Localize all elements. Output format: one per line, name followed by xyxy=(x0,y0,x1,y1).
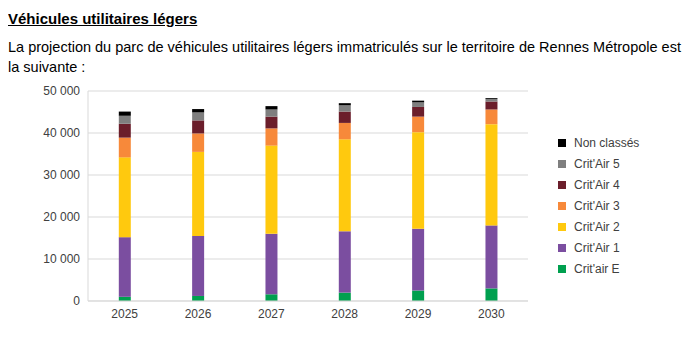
html-text:Crit'Air 5: Crit'Air 5 xyxy=(574,157,620,171)
svg-text:2028: 2028 xyxy=(331,307,358,321)
svg-text:2029: 2029 xyxy=(405,307,432,321)
html-text:Crit'air E: Crit'air E xyxy=(574,262,620,276)
svg-text:0: 0 xyxy=(73,294,80,308)
html-text:Crit'Air 2: Crit'Air 2 xyxy=(574,220,620,234)
html-text:Véhicules utilitaires légers: Véhicules utilitaires légers xyxy=(8,10,198,27)
svg-text:20 000: 20 000 xyxy=(43,210,80,224)
html-text:Crit'Air 1: Crit'Air 1 xyxy=(574,241,620,255)
html-text:La projection du parc de véhic: La projection du parc de véhicules utili… xyxy=(8,39,681,75)
svg-text:10 000: 10 000 xyxy=(43,252,80,266)
svg-text:2026: 2026 xyxy=(185,307,212,321)
svg-text:2030: 2030 xyxy=(478,307,505,321)
svg-text:30 000: 30 000 xyxy=(43,168,80,182)
html-text:Crit'Air 4: Crit'Air 4 xyxy=(574,178,620,192)
html-text:Non classés: Non classés xyxy=(574,136,640,150)
svg-text:2025: 2025 xyxy=(111,307,138,321)
html-text:Crit'Air 3: Crit'Air 3 xyxy=(574,199,620,213)
svg-text:50 000: 50 000 xyxy=(43,84,80,98)
svg-text:2027: 2027 xyxy=(258,307,285,321)
svg-text:40 000: 40 000 xyxy=(43,126,80,140)
